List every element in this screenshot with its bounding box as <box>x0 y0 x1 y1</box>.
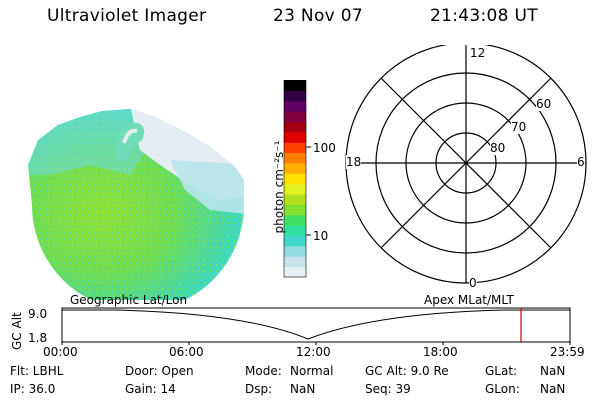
colorbar-cell <box>284 100 306 112</box>
colorbar-cell <box>284 142 306 154</box>
orbit-xtick-1200: 12:00 <box>296 345 331 359</box>
colorbar-cell <box>284 194 306 205</box>
mlt-label-12: 12 <box>470 46 486 60</box>
gain-info: Gain: 14 <box>125 382 176 396</box>
colorbar-cell <box>284 245 306 257</box>
orbit-ytick-9: 9.0 <box>28 307 48 321</box>
lat-label-70: 70 <box>511 120 527 134</box>
colorbar-cell <box>284 183 306 195</box>
ip-info: IP: 36.0 <box>10 382 56 396</box>
colorbar-cell <box>284 131 306 143</box>
colorbar-cell <box>284 204 306 216</box>
colorbar-label: photon cm⁻²s⁻¹ <box>272 140 286 234</box>
seq-info: Seq: 39 <box>365 382 411 396</box>
mlt-label-18: 18 <box>346 155 362 169</box>
glon-value: NaN <box>540 382 566 396</box>
colorbar-cell <box>284 266 306 278</box>
door-info: Door: Open <box>125 364 194 378</box>
dsp-value: NaN <box>290 382 316 396</box>
colorbar-cell <box>284 152 306 164</box>
orbit-xtick-2359: 23:59 <box>550 345 585 359</box>
gc-alt-info: GC Alt: 9.0 Re <box>365 364 449 378</box>
colorbar-cell <box>284 256 306 268</box>
glat-label: GLat: <box>485 364 518 378</box>
orbit-xtick-0600: 06:00 <box>169 345 204 359</box>
orbit-plot <box>61 307 571 345</box>
filter-info: Flt: LBHL <box>10 364 64 378</box>
polar-grid <box>345 45 587 284</box>
lat-label-60: 60 <box>536 97 552 111</box>
colorbar-cell <box>284 225 306 237</box>
colorbar <box>283 80 311 278</box>
orbit-xtick-0000: 00:00 <box>43 345 78 359</box>
colorbar-cell <box>284 80 306 91</box>
colorbar-cell <box>284 121 306 133</box>
dsp-label: Dsp: <box>245 382 273 396</box>
colorbar-cell <box>284 111 306 122</box>
mlt-label-0: 0 <box>469 276 477 290</box>
header-time: 21:43:08 UT <box>430 6 538 26</box>
colorbar-cell <box>284 235 306 247</box>
geographic-label: Geographic Lat/Lon <box>70 293 188 307</box>
mode-label: Mode: <box>245 364 282 378</box>
lat-label-80: 80 <box>490 141 506 155</box>
glat-value: NaN <box>540 364 566 378</box>
colorbar-cell <box>284 214 306 226</box>
colorbar-cell <box>284 90 306 102</box>
auroral-image <box>28 109 244 300</box>
apex-label: Apex MLat/MLT <box>424 293 514 307</box>
app-title: Ultraviolet Imager <box>47 6 207 26</box>
colorbar-cell <box>284 162 306 174</box>
glon-label: GLon: <box>485 382 520 396</box>
colorbar-tick-100: 100 <box>313 141 336 155</box>
colorbar-cell <box>284 173 306 185</box>
colorbar-tick-10: 10 <box>313 229 329 243</box>
orbit-axis-label: GC Alt <box>10 312 24 350</box>
mlt-label-6: 6 <box>577 155 585 169</box>
orbit-ytick-1-8: 1.8 <box>28 331 48 345</box>
mode-value: Normal <box>290 364 334 378</box>
header-date: 23 Nov 07 <box>273 6 363 26</box>
orbit-xtick-1800: 18:00 <box>423 345 458 359</box>
